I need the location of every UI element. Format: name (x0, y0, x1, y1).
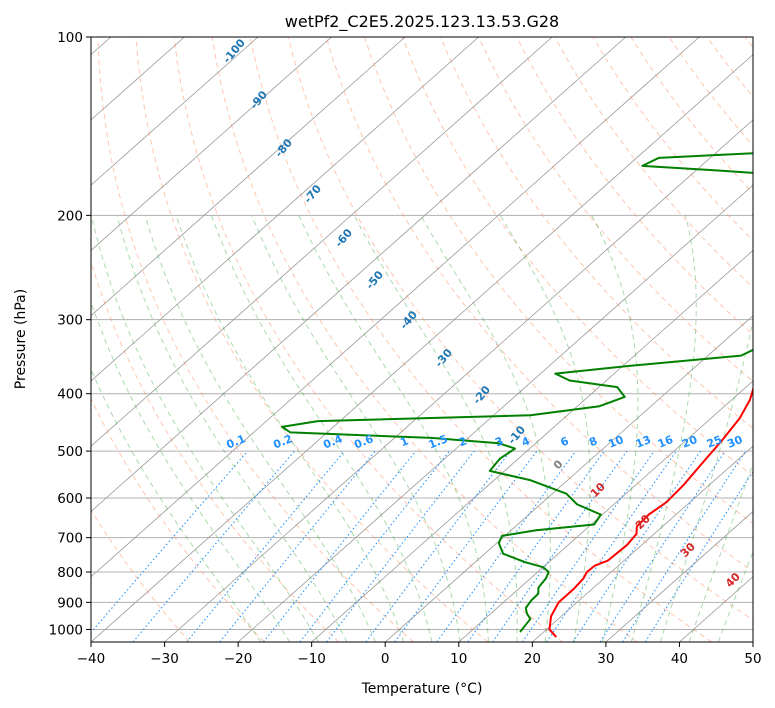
moist-adiabat-line (251, 215, 461, 642)
y-tick-label: 300 (57, 313, 83, 329)
y-tick-label: 500 (57, 444, 83, 460)
moist-adiabat-line (499, 215, 591, 642)
mixing-ratio-line (622, 450, 747, 642)
isotherm-line (605, 510, 753, 642)
mixing-ratio-label: 25 (705, 433, 724, 451)
isotherm-line (532, 445, 753, 642)
moist-adiabat-line (688, 462, 753, 642)
y-tick-label: 400 (57, 387, 83, 403)
isotherm-line (91, 54, 753, 642)
isotherm-line (164, 119, 753, 642)
mixing-ratio-line (572, 450, 701, 642)
moist-adiabat-line (420, 215, 551, 642)
x-axis-label: Temperature (°C) (361, 681, 483, 697)
moist-adiabat-line (91, 300, 291, 642)
mixing-ratio-line (436, 450, 577, 642)
moist-adiabat-line (353, 215, 518, 642)
dry-adiabat-line (287, 37, 753, 621)
dry-adiabat-line (91, 509, 191, 642)
x-tick-label: 10 (450, 651, 467, 667)
mixing-ratio-line (394, 450, 538, 642)
y-axis-ticks: 100 200 300 400 500 600 700 800 900 1000 (49, 30, 91, 638)
moist-adiabat-line (144, 215, 376, 642)
isotherm-line (91, 37, 479, 382)
dry-adiabat-line (363, 37, 753, 524)
x-tick-label: −20 (224, 651, 253, 667)
y-tick-label: 200 (57, 208, 83, 224)
x-tick-label: 50 (744, 651, 761, 667)
isotherm-line (237, 184, 753, 642)
data-series (281, 152, 753, 638)
chart-title: wetPf2_C2E5.2025.123.13.53.G28 (285, 12, 559, 32)
mixing-ratio-line (219, 450, 376, 642)
x-tick-label: 30 (597, 651, 614, 667)
mixing-ratio-label: 2 (457, 434, 469, 449)
mixing-ratio-line (263, 450, 417, 642)
x-tick-label: 0 (381, 651, 390, 667)
moist-adiabat-line (630, 215, 697, 642)
x-tick-label: 40 (671, 651, 688, 667)
y-axis-label: Pressure (hPa) (13, 289, 29, 389)
dry-adiabat-line (135, 37, 489, 642)
moist-adiabat-line (591, 215, 639, 642)
temperature-line (548, 386, 753, 638)
dry-adiabat-line (325, 37, 753, 573)
y-tick-label: 700 (57, 531, 83, 547)
mixing-ratio-label: 16 (656, 433, 675, 451)
dry-adiabat-line (516, 37, 753, 336)
dry-adiabat-line (173, 37, 563, 642)
isotherm-line (91, 37, 259, 186)
mixing-ratio-label: 1 (398, 434, 410, 449)
dry-adiabat-line (554, 37, 753, 289)
y-tick-label: 1000 (49, 622, 83, 638)
isotherm-line (91, 37, 627, 513)
y-tick-label: 800 (57, 565, 83, 581)
isotherm-line (91, 37, 700, 578)
dry-adiabat-line (97, 37, 414, 642)
moist-adiabat-line (298, 215, 489, 642)
mixing-ratio-label: 30 (725, 433, 744, 451)
moist-adiabat-line (116, 215, 348, 642)
mixing-ratio-line (132, 450, 295, 642)
mixing-ratio-line (492, 450, 628, 642)
y-tick-label: 600 (57, 491, 83, 507)
mixing-ratio-line (467, 450, 605, 642)
background-lines (91, 37, 753, 642)
mixing-ratio-label: 13 (634, 433, 653, 451)
x-tick-label: −40 (77, 651, 106, 667)
moist-adiabat-line (210, 215, 433, 642)
mixing-ratio-label: 20 (680, 433, 699, 451)
moist-adiabat-line (91, 367, 262, 642)
isotherm-line (91, 37, 406, 317)
mixing-ratio-label: 3 (493, 434, 505, 449)
mixing-ratio-line (186, 450, 345, 642)
y-tick-label: 100 (57, 30, 83, 46)
isotherm-line (311, 249, 753, 642)
x-tick-label: −10 (297, 651, 326, 667)
moist-adiabat-line (175, 215, 405, 642)
plot-frame (90, 36, 754, 643)
y-tick-label: 900 (57, 595, 83, 611)
dry-adiabat-line (91, 397, 265, 642)
dewpoint-line (281, 152, 753, 633)
x-tick-label: 20 (524, 651, 541, 667)
isotherm-line (91, 37, 332, 251)
mixing-ratio-line (365, 450, 511, 642)
mixing-ratio-label: 10 (606, 433, 625, 451)
isotherm-line (458, 380, 753, 642)
isotherm-line (91, 37, 553, 447)
x-axis-ticks: −40 −30 −20 −10 0 10 20 30 40 50 (77, 642, 762, 667)
mixing-ratio-line (546, 450, 677, 642)
mixing-ratio-line (522, 450, 655, 642)
dry-adiabat-line (478, 37, 753, 382)
moist-adiabat-line (717, 550, 753, 642)
mixing-ratio-label: 8 (587, 434, 599, 449)
mixing-ratio-line (599, 450, 726, 642)
dry-adiabat-line (249, 37, 713, 642)
x-tick-label: −30 (150, 651, 179, 667)
